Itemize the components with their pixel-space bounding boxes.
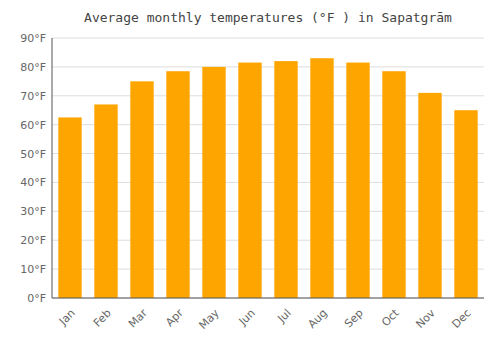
x-tick-label: Dec [450,307,474,331]
grid-line [52,66,484,67]
x-tick-label: Aug [305,307,329,331]
bar [382,71,405,298]
y-tick-label: 10°F [20,263,46,276]
title: Average monthly temperatures (°F ) in Sa… [84,10,452,25]
grid [52,38,484,298]
x-tick-label: Oct [379,306,402,329]
x-tick-label: Mar [126,306,150,330]
chart-container: Average monthly temperatures (°F ) in Sa… [0,0,500,350]
y-axis-ticks: 0°F 10°F 20°F 30°F 40°F 50°F 60°F 70°F 80°F 90°F [20,32,46,305]
x-tick-label: May [196,306,222,332]
y-tick-label: 60°F [20,119,46,132]
y-tick-label: 30°F [20,205,46,218]
chart-svg: Average monthly temperatures (°F ) in Sa… [0,0,500,350]
x-tick-label: Jan [56,307,78,329]
y-tick-label: 70°F [20,90,46,103]
y-tick-label: 0°F [27,292,46,305]
bar [94,104,117,298]
grid-line [52,38,484,39]
x-tick-label: Sep [342,307,366,331]
bars [58,58,477,298]
bar [58,117,81,298]
x-tick-label: Jul [274,307,293,326]
x-tick-label: Nov [413,306,438,331]
bar [310,58,333,298]
grid-line [52,298,484,299]
bar [346,63,369,298]
x-tick-label: Jun [236,307,258,329]
bar [202,67,225,298]
x-tick-label: Feb [91,307,114,330]
y-tick-label: 80°F [20,61,46,74]
y-tick-label: 50°F [20,148,46,161]
y-tick-label: 20°F [20,234,46,247]
y-axis-line [52,38,53,298]
bar [130,81,153,298]
bar [166,71,189,298]
x-axis-line [52,298,484,299]
y-tick-label: 40°F [20,176,46,189]
x-tick-label: Apr [163,306,186,329]
bar [418,93,441,298]
bar [238,63,261,298]
bar [454,110,477,298]
bar [274,61,297,298]
x-axis-ticks: Jan Feb Mar Apr May Jun Jul Aug Sep Oct Nov Dec [56,306,474,332]
y-tick-label: 90°F [20,32,46,45]
